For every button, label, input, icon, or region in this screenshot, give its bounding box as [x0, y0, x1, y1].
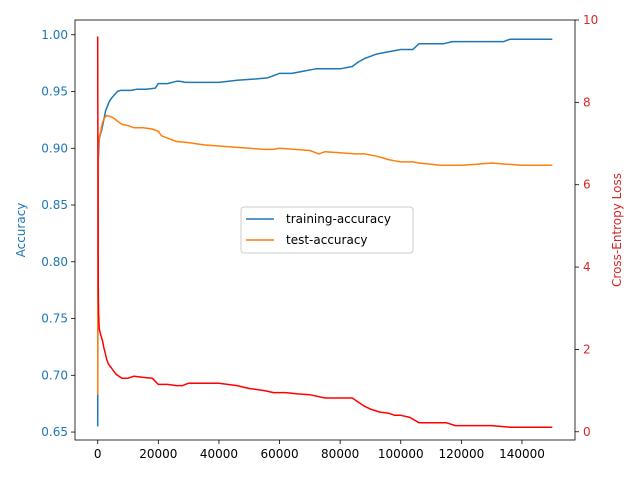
x-axis: 0 20000 40000 60000 80000 100000 120000 140000 [94, 440, 545, 461]
x-tick-label: 20000 [139, 447, 177, 461]
x-tick-label: 60000 [260, 447, 298, 461]
x-tick-label: 100000 [378, 447, 424, 461]
right-y-tick-label: 6 [583, 178, 591, 192]
series-line-test-accuracy [96, 114, 553, 395]
left-y-axis-title: Accuracy [14, 203, 28, 258]
left-y-tick-label: 0.95 [41, 85, 68, 99]
right-y-tick-label: 0 [583, 425, 591, 439]
legend-label-training-accuracy: training-accuracy [286, 212, 391, 226]
x-tick-label: 140000 [499, 447, 545, 461]
left-y-axis: 0.65 0.70 0.75 0.80 0.85 0.90 0.95 1.00 [41, 28, 75, 439]
x-tick-label: 40000 [200, 447, 238, 461]
series-line-loss [96, 36, 553, 428]
legend: training-accuracy test-accuracy [240, 206, 414, 254]
right-y-tick-label: 8 [583, 95, 591, 109]
right-y-tick-label: 2 [583, 342, 591, 356]
right-y-axis: 0 2 4 6 8 10 [575, 13, 598, 439]
x-tick-label: 0 [94, 447, 102, 461]
x-tick-label: 120000 [438, 447, 484, 461]
left-y-tick-label: 1.00 [41, 28, 68, 42]
series-line-training-accuracy [96, 38, 553, 427]
right-y-axis-title: Cross-Entropy Loss [610, 173, 624, 287]
left-y-tick-label: 0.90 [41, 141, 68, 155]
plot-lines [96, 36, 553, 428]
left-y-tick-label: 0.85 [41, 198, 68, 212]
right-y-tick-label: 4 [583, 260, 591, 274]
x-tick-label: 80000 [321, 447, 359, 461]
legend-box [240, 206, 414, 254]
left-y-tick-label: 0.80 [41, 255, 68, 269]
legend-label-test-accuracy: test-accuracy [286, 233, 368, 247]
right-y-tick-label: 10 [583, 13, 598, 27]
plot-frame [74, 19, 576, 441]
left-y-tick-label: 0.70 [41, 368, 68, 382]
left-y-tick-label: 0.65 [41, 425, 68, 439]
left-y-tick-label: 0.75 [41, 312, 68, 326]
